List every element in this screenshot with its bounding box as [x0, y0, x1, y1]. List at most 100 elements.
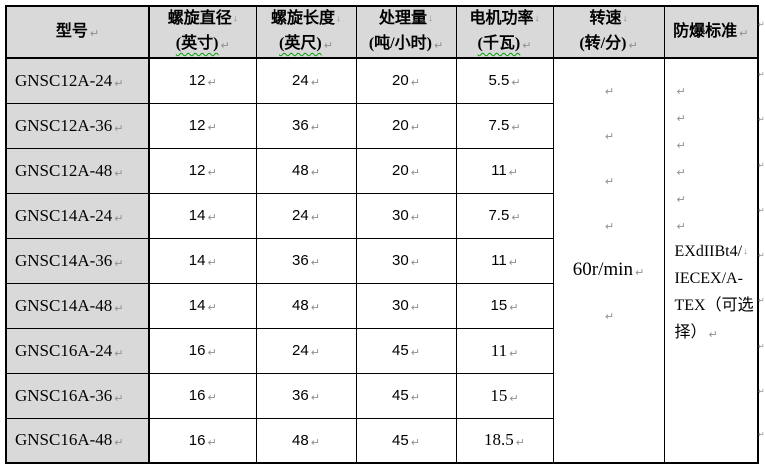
- empty-line: ↵: [554, 202, 663, 247]
- cell-value: GNSC16A-24: [15, 340, 113, 360]
- pilcrow-mark: ↵: [676, 194, 686, 206]
- cell-value: GNSC14A-48: [15, 295, 113, 315]
- pilcrow-mark: ↵: [758, 206, 765, 215]
- pilcrow-mark: ↵: [310, 77, 320, 90]
- cell-value: 20: [392, 162, 409, 179]
- pilcrow-mark: ↵: [207, 77, 217, 90]
- cell-diameter: 12 ↵: [148, 57, 257, 104]
- cell-value: GNSC12A-48: [15, 160, 113, 180]
- pilcrow-mark: ↵: [207, 122, 217, 134]
- pilcrow-mark: ↵: [676, 140, 686, 152]
- empty-line: ↵: [554, 67, 663, 112]
- pilcrow-mark: ↵: [207, 392, 217, 404]
- pilcrow-mark: ↵: [515, 437, 525, 450]
- cell-length: 48 ↵: [255, 417, 357, 464]
- cell-capacity: 45 ↵: [355, 417, 457, 464]
- standard-text-line: IECEX/A-: [675, 265, 754, 292]
- table-row: GNSC14A-24 ↵ 14 ↵ 24 ↵ 30 ↵ 7.5 ↵: [5, 192, 758, 239]
- pilcrow-mark: ↵: [758, 161, 765, 170]
- row-end-marks: ↵ ↵ ↵ ↵ ↵ ↵ ↵ ↵ ↵ ↵: [758, 5, 765, 467]
- cell-capacity: 30 ↵: [355, 237, 457, 284]
- cell-value: 24: [292, 72, 309, 90]
- pilcrow-mark: ↵: [604, 176, 615, 188]
- cell-value: 45: [392, 342, 409, 359]
- cell-length: 24 ↵: [255, 57, 357, 104]
- table-header: 型号 ↵ 螺旋直径↓ (英寸) ↵ 螺旋长度↓ (英尺) ↵ 处理量↓ (吨/小时) ↵…: [5, 5, 759, 59]
- empty-line: ↵: [675, 130, 754, 157]
- pilcrow-mark: ↵: [758, 251, 765, 260]
- cell-value: 30: [392, 297, 409, 314]
- pilcrow-mark: ↵: [604, 131, 615, 143]
- pilcrow-mark: ↵: [676, 167, 686, 179]
- standard-text-line: TEX（可选: [675, 292, 754, 319]
- pilcrow-mark: ↵: [433, 40, 444, 52]
- cell-model: GNSC14A-24 ↵: [5, 192, 150, 239]
- cell-length: 48 ↵: [255, 147, 357, 194]
- cell-value: 12: [188, 117, 206, 134]
- cell-diameter: 14 ↵: [148, 192, 257, 239]
- pilcrow-mark: ↵: [207, 167, 217, 179]
- pilcrow-mark: ↵: [676, 113, 686, 125]
- line-break-mark: ↓: [534, 13, 540, 24]
- pilcrow-mark: ↵: [114, 122, 124, 135]
- header-capacity-label: 处理量↓: [378, 10, 433, 27]
- cell-capacity: 45 ↵: [355, 372, 457, 419]
- cell-value: 20: [392, 117, 409, 134]
- line-break-mark: ↓: [428, 13, 433, 24]
- pilcrow-mark: ↵: [114, 302, 124, 315]
- cell-power: 7.5 ↵: [455, 102, 554, 149]
- cell-value: 30: [392, 252, 409, 269]
- cell-diameter: 14 ↵: [148, 237, 257, 284]
- cell-value: 15: [490, 297, 508, 314]
- pilcrow-mark: ↵: [207, 347, 217, 359]
- pilcrow-mark: ↵: [758, 342, 765, 351]
- pilcrow-mark: ↵: [508, 257, 518, 269]
- cell-value: 30: [392, 207, 409, 224]
- pilcrow-mark: ↵: [708, 329, 718, 341]
- line-break-mark: ↓: [622, 13, 628, 24]
- pilcrow-mark: ↵: [758, 20, 765, 29]
- pilcrow-mark: ↵: [310, 392, 320, 404]
- cell-model: GNSC16A-24 ↵: [5, 327, 150, 374]
- empty-line: ↵: [675, 103, 754, 130]
- cell-value: 16: [188, 342, 206, 359]
- speed-value: 60r/min ↵: [554, 247, 663, 292]
- pilcrow-mark: ↵: [410, 212, 420, 224]
- pilcrow-mark: ↵: [509, 302, 519, 314]
- cell-capacity: 30 ↵: [355, 282, 457, 329]
- cell-capacity: 20 ↵: [355, 102, 457, 149]
- pilcrow-mark: ↵: [410, 167, 420, 179]
- pilcrow-mark: ↵: [758, 296, 765, 305]
- cell-power: 11 ↵: [455, 147, 554, 194]
- cell-model: GNSC14A-48 ↵: [5, 282, 150, 329]
- table-row: GNSC12A-24 ↵ 12 ↵ 24 ↵ 20 ↵ 5.5 ↵ ↵ ↵ ↵ ↵ 60r/min ↵ ↵ ↵ ↵ ↵…: [5, 57, 759, 464]
- table-row: GNSC16A-48 ↵ 16 ↵ 48 ↵ 45 ↵ 18.5 ↵: [5, 417, 758, 464]
- pilcrow-mark: ↵: [511, 212, 521, 224]
- cell-value: 11: [490, 340, 508, 360]
- pilcrow-mark: ↵: [410, 122, 420, 134]
- cell-power: 7.5 ↵: [455, 192, 554, 239]
- pilcrow-mark: ↵: [511, 77, 521, 90]
- pilcrow-mark: ↵: [220, 40, 230, 52]
- cell-value: 24: [292, 342, 309, 359]
- standard-cell: ↵ ↵ ↵ ↵ ↵ ↵ EXdIIBt4/↓ IECEX/A- TEX（可选 择） ↵: [663, 57, 759, 464]
- pilcrow-mark: ↵: [634, 267, 645, 279]
- header-power-label: 电机功率↓: [469, 10, 540, 27]
- header-length-label: 螺旋长度↓: [270, 10, 341, 27]
- cell-value: GNSC14A-24: [15, 205, 113, 225]
- header-power: 电机功率↓ (千瓦) ↵: [455, 5, 554, 59]
- cell-diameter: 16 ↵: [148, 372, 257, 419]
- header-capacity: 处理量↓ (吨/小时) ↵: [355, 5, 457, 59]
- pilcrow-mark: ↵: [758, 430, 765, 439]
- cell-value: 12: [188, 72, 206, 90]
- cell-diameter: 12 ↵: [148, 147, 257, 194]
- cell-value: 18.5: [484, 430, 514, 450]
- pilcrow-mark: ↵: [207, 257, 217, 269]
- cell-model: GNSC14A-36 ↵: [5, 237, 150, 284]
- cell-model: GNSC16A-36 ↵: [5, 372, 150, 419]
- pilcrow-mark: ↵: [410, 347, 420, 359]
- standard-text-line: 择） ↵: [675, 319, 754, 346]
- cell-power: 15 ↵: [455, 282, 554, 329]
- pilcrow-mark: ↵: [628, 40, 638, 52]
- header-standard: 防爆标准 ↵: [663, 5, 759, 59]
